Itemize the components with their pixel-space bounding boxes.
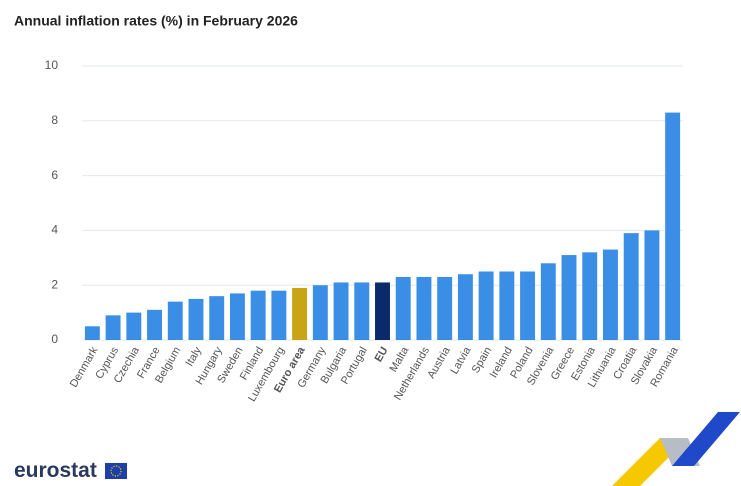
bar	[229, 293, 245, 340]
bar	[292, 287, 308, 340]
bar	[333, 282, 349, 340]
y-tick-label: 2	[51, 277, 58, 291]
y-tick-label: 4	[51, 223, 58, 237]
eu-flag	[105, 463, 127, 479]
x-tick-label: Italy	[184, 345, 205, 369]
x-tick-label: Denmark	[68, 345, 101, 390]
y-tick-label: 10	[45, 58, 59, 72]
bar	[209, 296, 225, 340]
bar	[665, 112, 681, 340]
bar	[520, 271, 536, 340]
x-tick-label: EU	[373, 345, 391, 364]
bar	[271, 290, 287, 340]
bar	[644, 230, 660, 340]
bar	[84, 326, 100, 340]
bar	[540, 263, 556, 340]
bar	[603, 249, 618, 340]
bar	[188, 298, 204, 340]
bar	[126, 312, 142, 340]
x-tick-label: Latvia	[448, 344, 474, 376]
bar	[250, 290, 266, 340]
eu-stars	[110, 465, 122, 477]
bar	[623, 233, 639, 340]
bar	[375, 282, 390, 340]
y-tick-label: 8	[51, 113, 58, 127]
bar	[105, 315, 121, 340]
bar	[416, 276, 432, 340]
bar	[478, 271, 494, 340]
bar	[167, 301, 183, 340]
y-tick-label: 6	[51, 168, 58, 182]
logo-text: eurostat	[14, 459, 97, 482]
bar	[437, 276, 453, 340]
bar	[147, 309, 162, 340]
bar	[395, 276, 411, 340]
chart-title: Annual inflation rates (%) in February 2…	[14, 13, 298, 29]
bar	[499, 271, 515, 340]
bar	[561, 255, 577, 340]
bar	[457, 274, 473, 340]
y-tick-label: 0	[51, 332, 58, 346]
bar	[312, 285, 328, 340]
deco-blue	[672, 412, 740, 466]
bar	[354, 282, 370, 340]
bar	[582, 252, 598, 340]
